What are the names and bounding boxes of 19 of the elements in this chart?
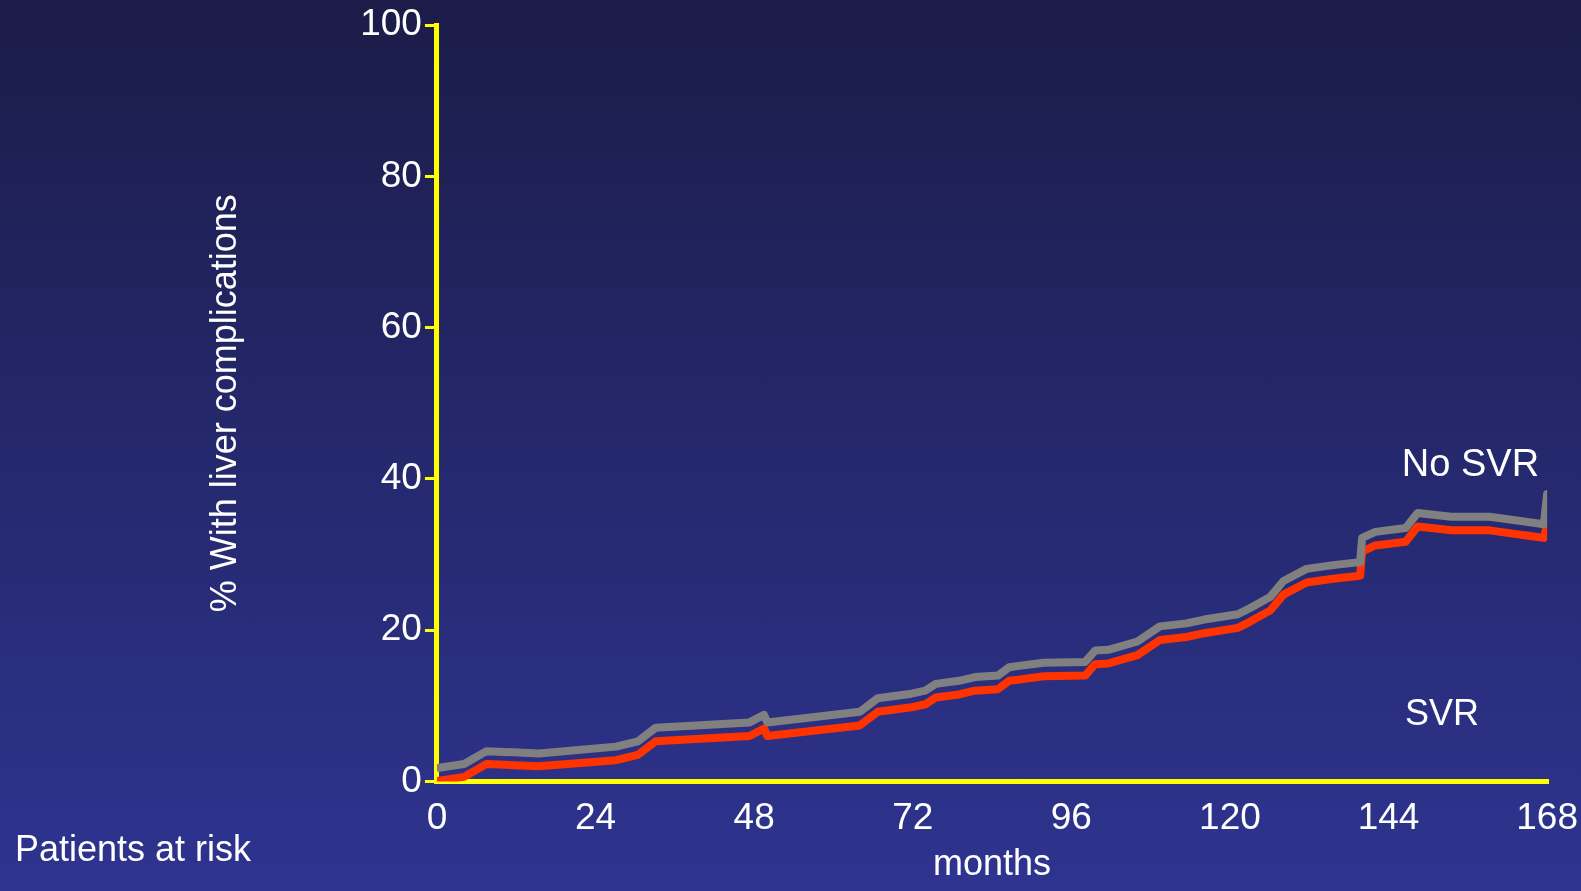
- x-tick-label: 24: [574, 795, 617, 837]
- x-tick-label: 96: [1050, 795, 1092, 837]
- y-axis-title: % With liver complications: [202, 194, 244, 613]
- x-tick-label: 168: [1516, 795, 1578, 837]
- text: Patients at risk: [15, 828, 252, 870]
- x-tick-label: 120: [1199, 795, 1261, 837]
- x-tick-label: 144: [1357, 795, 1420, 837]
- series-label: No SVR: [1401, 441, 1540, 484]
- x-axis-title: months: [933, 842, 1052, 884]
- y-tick-label: 80: [380, 153, 422, 195]
- y-tick-label: 20: [380, 607, 422, 649]
- x-tick-label: 48: [733, 795, 775, 837]
- annotation: SVR: [1405, 692, 1480, 734]
- y-tick-label: 0: [401, 758, 422, 800]
- y-tick-label: 60: [380, 304, 422, 346]
- x-tick-label: 72: [892, 795, 934, 837]
- x-tick-label: 0: [426, 795, 448, 837]
- y-tick-label: 40: [380, 456, 422, 498]
- y-tick-label: 100: [360, 2, 422, 44]
